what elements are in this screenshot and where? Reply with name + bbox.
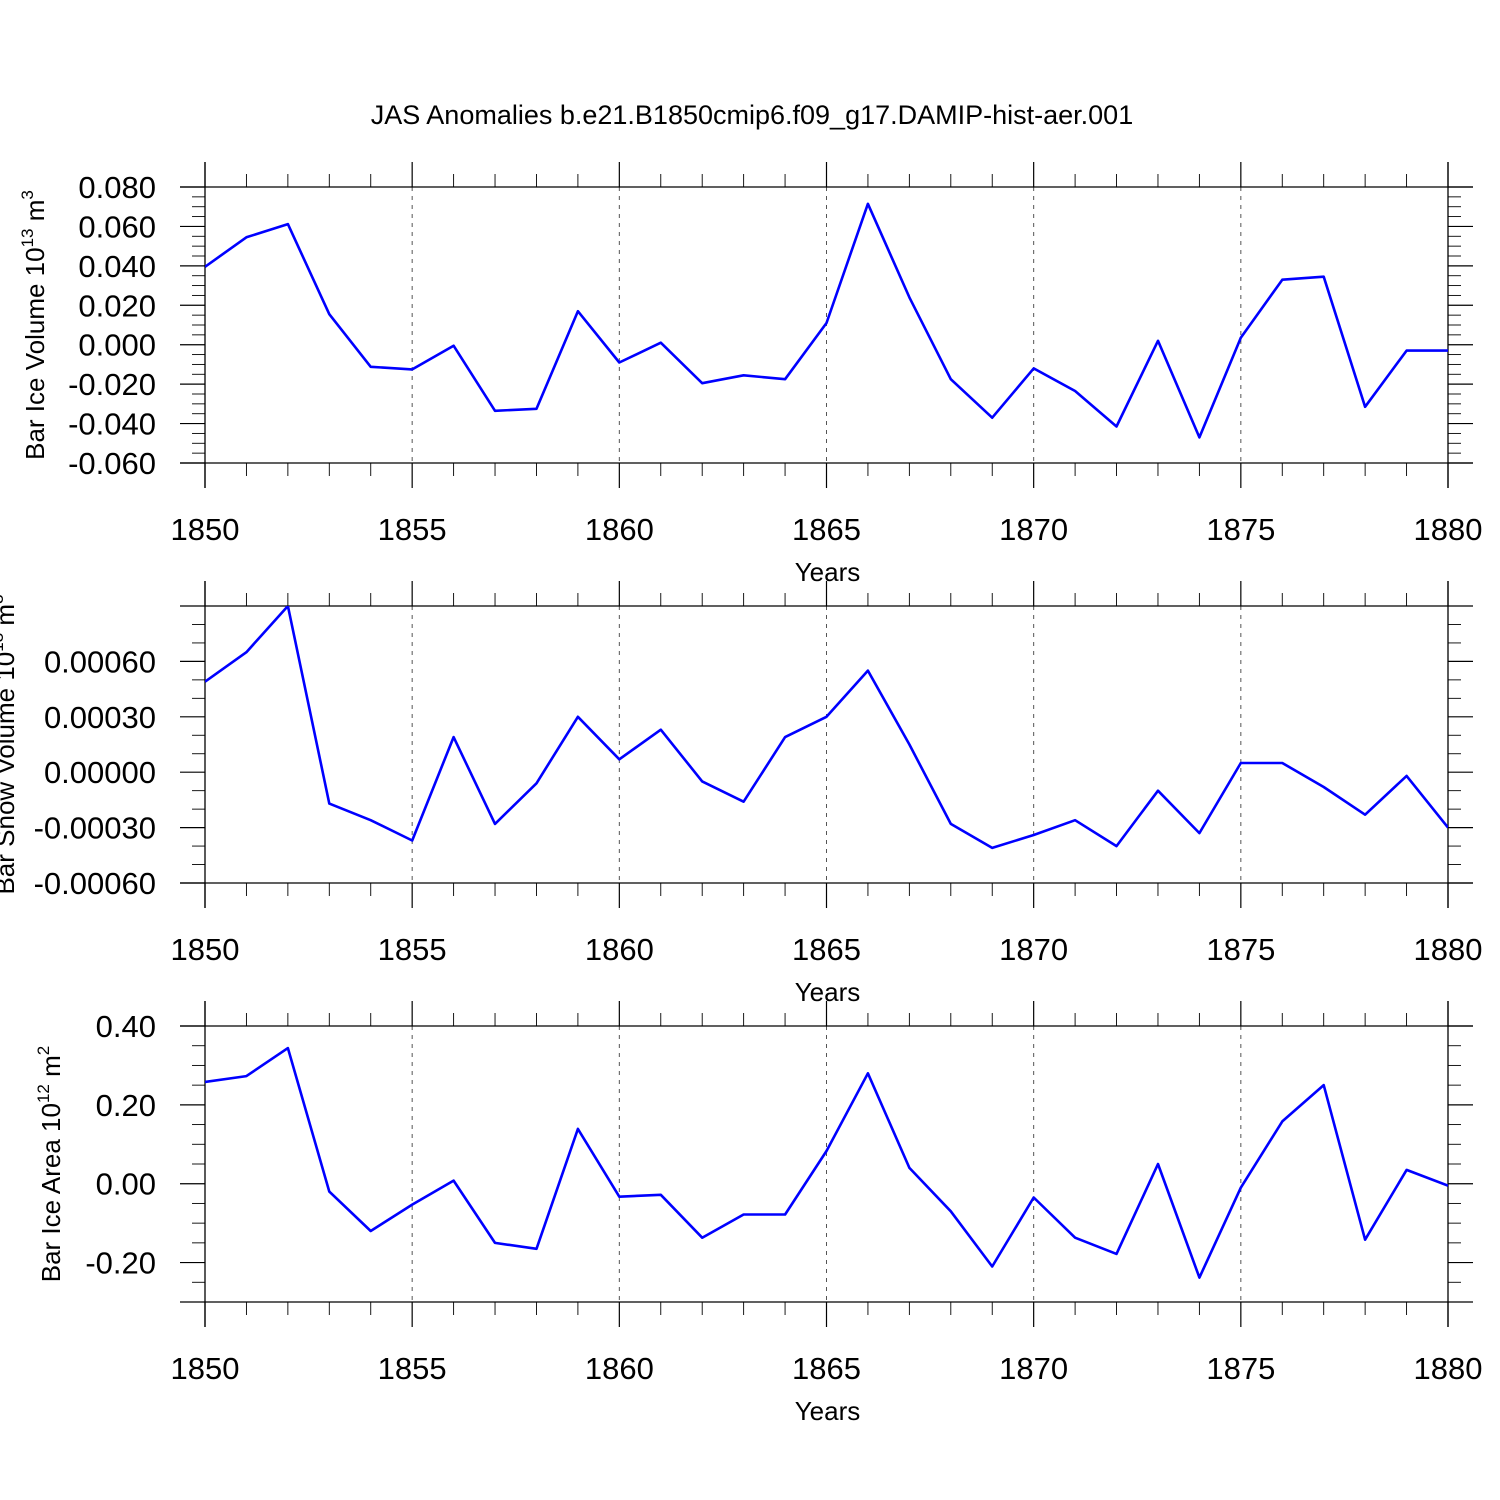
y-tick-label: 0.00 xyxy=(96,1167,156,1202)
y-tick-label: 0.20 xyxy=(96,1088,156,1123)
y-tick-label: 0.00060 xyxy=(44,644,156,679)
x-tick-label: 1870 xyxy=(999,512,1068,547)
x-tick-label: 1880 xyxy=(1414,512,1483,547)
x-tick-label: 1865 xyxy=(792,932,861,967)
x-tick-label: 1855 xyxy=(378,932,447,967)
x-tick-label: 1860 xyxy=(585,932,654,967)
x-tick-label: 1850 xyxy=(171,1351,240,1386)
y-tick-label: 0.000 xyxy=(78,328,156,363)
y-tick-label: 0.00000 xyxy=(44,755,156,790)
y-tick-label: 0.020 xyxy=(78,288,156,323)
y-tick-label: 0.00030 xyxy=(44,700,156,735)
series-line xyxy=(205,606,1448,850)
x-tick-label: 1875 xyxy=(1206,1351,1275,1386)
x-tick-label: 1850 xyxy=(171,512,240,547)
x-tick-label: 1875 xyxy=(1206,932,1275,967)
y-tick-label: -0.20 xyxy=(85,1246,156,1281)
x-tick-label: 1875 xyxy=(1206,512,1275,547)
x-tick-label: 1865 xyxy=(792,1351,861,1386)
y-tick-label: -0.060 xyxy=(68,446,156,481)
x-tick-label: 1880 xyxy=(1414,1351,1483,1386)
x-tick-label: 1855 xyxy=(378,512,447,547)
x-axis-title: Years xyxy=(795,977,861,1007)
y-tick-label: -0.020 xyxy=(68,367,156,402)
x-tick-label: 1870 xyxy=(999,1351,1068,1386)
y-tick-label: 0.40 xyxy=(96,1009,156,1044)
y-tick-label: -0.00030 xyxy=(34,811,156,846)
x-tick-label: 1870 xyxy=(999,932,1068,967)
x-tick-label: 1865 xyxy=(792,512,861,547)
x-tick-label: 1860 xyxy=(585,1351,654,1386)
y-tick-label: 0.080 xyxy=(78,170,156,205)
y-tick-label: 0.060 xyxy=(78,209,156,244)
panel-3: 1850 1855 1860 1865 1870 1875 1880 Years -0.20 0.… xyxy=(34,1001,1482,1426)
series-line xyxy=(205,202,1448,439)
x-tick-label: 1880 xyxy=(1414,932,1483,967)
panel-1: 1850 1855 1860 1865 1870 1875 1880 Years -0.060 -… xyxy=(18,162,1482,587)
y-tick-label: 0.040 xyxy=(78,249,156,284)
y-axis-title: Bar Ice Volume 1013 m3 xyxy=(18,190,50,460)
x-tick-label: 1860 xyxy=(585,512,654,547)
x-tick-label: 1850 xyxy=(171,932,240,967)
x-tick-label: 1855 xyxy=(378,1351,447,1386)
series-line xyxy=(205,1046,1448,1279)
x-axis-title: Years xyxy=(795,1396,861,1426)
x-axis-title: Years xyxy=(795,557,861,587)
y-axis-title: Bar Snow Volume 1013 m3 xyxy=(0,594,20,894)
panel-2: 1850 1855 1860 1865 1870 1875 1880 Years -0.0006… xyxy=(0,581,1482,1007)
y-axis-title: Bar Ice Area 1012 m2 xyxy=(34,1046,66,1283)
chart-title: JAS Anomalies b.e21.B1850cmip6.f09_g17.D… xyxy=(371,100,1133,130)
y-tick-label: -0.040 xyxy=(68,407,156,442)
y-tick-label: -0.00060 xyxy=(34,866,156,901)
